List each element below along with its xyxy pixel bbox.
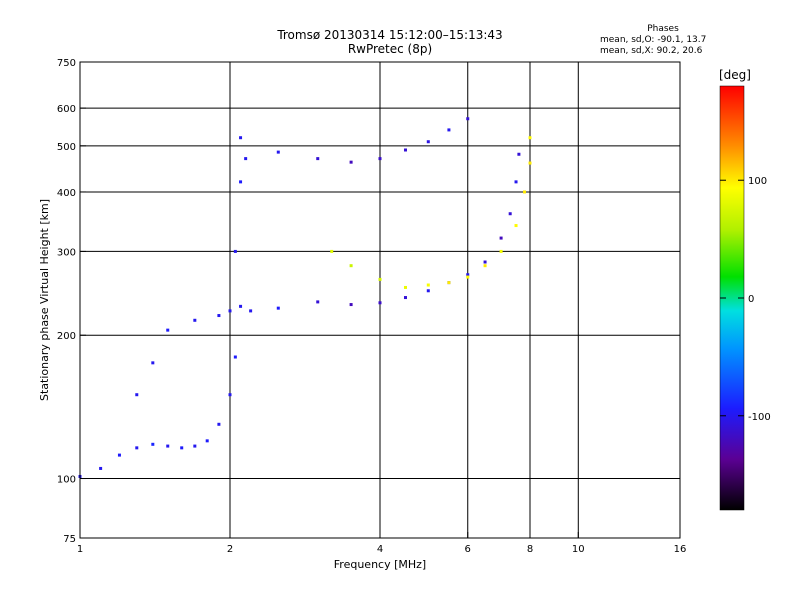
y-tick-label: 100: [57, 475, 76, 486]
data-point: [249, 309, 253, 313]
data-point: [228, 393, 232, 397]
stats-line-1: mean, sd,O: -90.1, 13.7: [600, 35, 707, 45]
data-point: [378, 301, 382, 305]
chart-title: Tromsø 20130314 15:12:00–15:13:43 RwPret…: [230, 28, 550, 56]
y-tick-label: 500: [57, 142, 76, 153]
data-point: [316, 300, 320, 304]
x-tick-label: 1: [77, 544, 83, 555]
data-point: [205, 439, 209, 443]
data-point: [233, 249, 237, 253]
colorbar-tick-label: 100: [748, 176, 767, 187]
data-point: [466, 117, 470, 121]
stats-title: Phases: [647, 24, 679, 34]
data-point: [508, 212, 512, 216]
data-point: [228, 309, 232, 313]
data-point: [403, 296, 407, 300]
data-point: [447, 128, 451, 132]
data-point: [499, 249, 503, 253]
data-point: [483, 260, 487, 264]
data-point: [514, 180, 518, 184]
phase-stats: Phases mean, sd,O: -90.1, 13.7 mean, sd,…: [600, 24, 707, 57]
colorbar-tick-label: 0: [748, 294, 754, 305]
data-point: [316, 157, 320, 161]
data-point: [166, 328, 170, 332]
x-tick-label: 8: [527, 544, 533, 555]
x-axis-label: Frequency [MHz]: [334, 558, 426, 571]
data-point: [99, 466, 103, 470]
data-point: [166, 444, 170, 448]
y-tick-label: 200: [57, 331, 76, 342]
data-point: [403, 148, 407, 152]
data-point: [466, 275, 470, 279]
data-point: [117, 453, 121, 457]
data-point: [378, 277, 382, 281]
title-line-1: Tromsø 20130314 15:12:00–15:13:43: [277, 28, 503, 42]
data-point: [151, 361, 155, 365]
colorbar-ticks: 100 0 -100: [720, 176, 771, 423]
x-tick-label: 10: [572, 544, 585, 555]
x-tick-label: 4: [377, 544, 383, 555]
y-tick-label: 750: [57, 58, 76, 69]
data-point: [276, 306, 280, 310]
x-tick-label: 2: [227, 544, 233, 555]
data-point: [233, 355, 237, 359]
data-point: [193, 318, 197, 322]
data-point: [244, 157, 248, 161]
data-point: [135, 446, 139, 450]
data-point: [499, 236, 503, 240]
x-tick-label: 6: [465, 544, 471, 555]
data-point: [483, 264, 487, 268]
y-tick-label: 400: [57, 188, 76, 199]
data-point: [151, 442, 155, 446]
data-point: [349, 303, 353, 307]
data-point: [426, 283, 430, 287]
data-point: [523, 190, 527, 194]
data-point: [403, 285, 407, 289]
data-point: [514, 224, 518, 228]
data-point: [239, 180, 243, 184]
data-point: [239, 136, 243, 140]
data-point: [239, 304, 243, 308]
colorbar-label: [deg]: [719, 68, 751, 82]
data-point: [276, 150, 280, 154]
data-point: [349, 264, 353, 268]
data-point: [466, 273, 470, 277]
colorbar-tick-label: -100: [748, 412, 771, 423]
grid-lines: [80, 62, 680, 538]
data-point: [528, 136, 532, 140]
y-tick-label: 300: [57, 247, 76, 258]
data-point: [378, 157, 382, 161]
data-point: [217, 422, 221, 426]
data-point: [349, 160, 353, 164]
y-tick-label: 600: [57, 104, 76, 115]
y-axis-label: Stationary phase Virtual Height [km]: [38, 199, 51, 401]
data-point: [217, 314, 221, 318]
data-point: [517, 152, 521, 156]
data-point: [135, 393, 139, 397]
data-point: [447, 281, 451, 285]
y-tick-label: 75: [63, 534, 76, 545]
data-point: [426, 140, 430, 144]
x-tick-label: 16: [674, 544, 687, 555]
data-points: [78, 117, 532, 478]
data-point: [528, 161, 532, 165]
data-point: [330, 249, 334, 253]
data-point: [193, 444, 197, 448]
axis-ticks: 1 2 4 6 8 10 16 75 100 200 300 400 500 600 750: [57, 58, 686, 555]
data-point: [180, 446, 184, 450]
title-line-2: RwPretec (8p): [347, 42, 433, 56]
data-point: [426, 289, 430, 293]
stats-line-2: mean, sd,X: 90.2, 20.6: [600, 46, 703, 56]
